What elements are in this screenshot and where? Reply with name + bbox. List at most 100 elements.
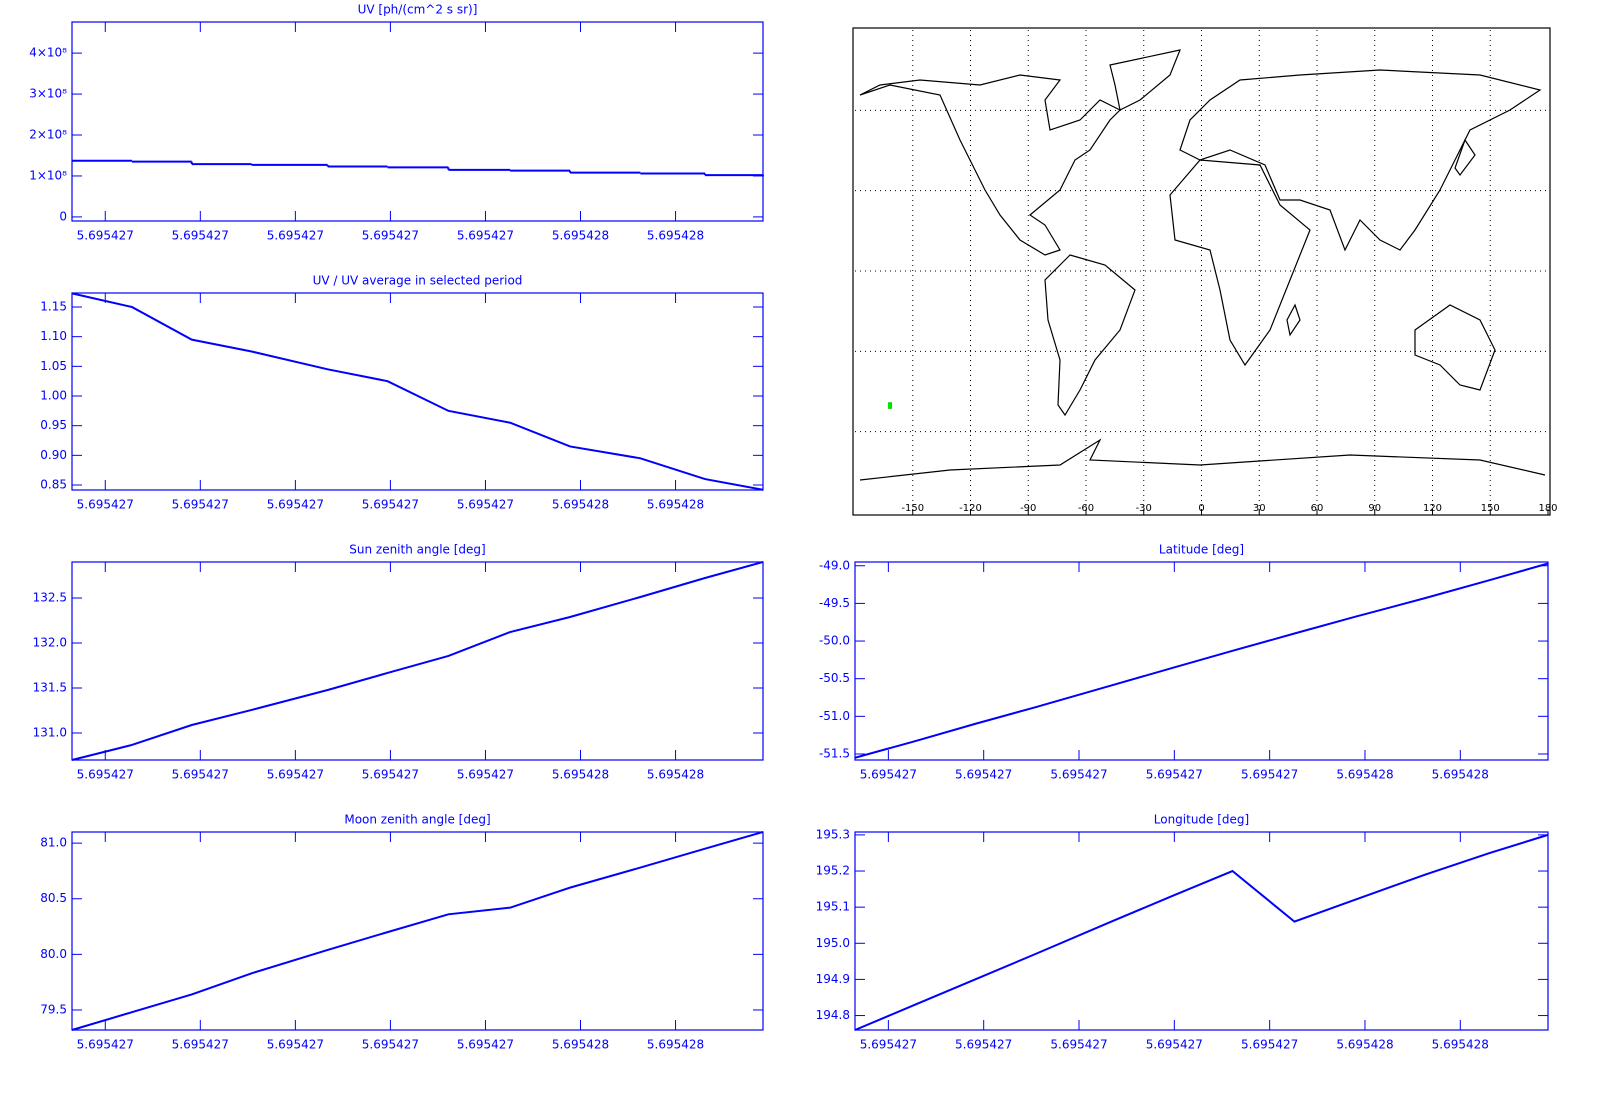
x-tick-label: 5.695427 (172, 229, 229, 243)
x-tick-label: 5.695428 (1336, 768, 1393, 782)
y-tick-label: 131.0 (33, 726, 67, 740)
y-tick-label: -49.0 (819, 558, 850, 572)
x-tick-label: -150 (901, 503, 924, 514)
x-tick-label: 150 (1481, 503, 1500, 514)
x-tick-label: 5.695428 (1336, 1038, 1393, 1052)
x-tick-label: 5.695427 (362, 498, 419, 512)
x-tick-label: 5.695427 (860, 768, 917, 782)
plot-frame (854, 831, 1549, 1031)
plot-frame (71, 831, 764, 1031)
x-tick-label: 5.695427 (362, 1038, 419, 1052)
chart-title: Moon zenith angle [deg] (344, 813, 490, 827)
x-tick-label: 5.695427 (457, 229, 514, 243)
y-tick-label: -49.5 (819, 596, 850, 610)
y-tick-label: 194.9 (816, 972, 850, 986)
x-tick-label: 5.695428 (647, 768, 704, 782)
y-tick-label: 0.85 (40, 478, 67, 492)
coast-japan (1454, 138, 1476, 177)
x-tick-label: 5.695427 (267, 229, 324, 243)
y-tick-label: 0.95 (40, 418, 67, 432)
x-tick-label: -60 (1078, 503, 1094, 514)
coastlines (859, 49, 1546, 481)
y-tick-label: 195.1 (816, 900, 850, 914)
x-tick-label: 5.695428 (1432, 1038, 1489, 1052)
x-tick-label: 5.695427 (955, 768, 1012, 782)
y-tick-label: 1.05 (40, 359, 67, 373)
coast-madagascar (1286, 303, 1301, 337)
x-tick-label: 5.695427 (1050, 768, 1107, 782)
y-tick-label: 131.5 (33, 681, 67, 695)
plot-frame (71, 561, 764, 761)
coast-australia (1414, 304, 1496, 391)
x-tick-label: 5.695427 (77, 1038, 134, 1052)
x-tick-label: 60 (1311, 503, 1324, 514)
data-line (854, 562, 1549, 759)
chart-title: Sun zenith angle [deg] (349, 543, 485, 557)
plot-frame (71, 21, 764, 222)
x-tick-label: 5.695427 (1146, 1038, 1203, 1052)
x-tick-label: 5.695428 (552, 1038, 609, 1052)
x-tick-label: 5.695428 (647, 498, 704, 512)
plot-frame (854, 561, 1549, 761)
data-line (71, 831, 764, 1031)
x-tick-label: -120 (959, 503, 982, 514)
y-tick-label: -51.5 (819, 746, 850, 760)
x-tick-label: -30 (1136, 503, 1152, 514)
coast-antarctica (859, 438, 1546, 481)
plot-frame (71, 292, 764, 491)
y-tick-label: 0.90 (40, 448, 67, 462)
data-line (71, 561, 764, 761)
x-tick-label: 5.695427 (172, 498, 229, 512)
y-tick-label: 1×10⁸ (29, 168, 67, 182)
x-tick-label: 5.695427 (77, 229, 134, 243)
y-tick-label: 195.2 (816, 864, 850, 878)
x-tick-label: 5.695427 (267, 1038, 324, 1052)
y-tick-label: 194.8 (816, 1008, 850, 1022)
x-tick-label: 5.695427 (1241, 1038, 1298, 1052)
x-tick-label: 5.695427 (1050, 1038, 1107, 1052)
x-tick-label: 5.695428 (647, 229, 704, 243)
y-tick-label: -50.0 (819, 634, 850, 648)
x-tick-label: 5.695427 (362, 229, 419, 243)
x-tick-label: 5.695427 (267, 768, 324, 782)
x-tick-label: 30 (1253, 503, 1266, 514)
y-tick-label: 3×10⁸ (29, 87, 67, 101)
y-tick-label: 0 (59, 209, 67, 223)
y-tick-label: -50.5 (819, 671, 850, 685)
y-tick-label: -51.0 (819, 709, 850, 723)
x-tick-label: 5.695428 (1432, 768, 1489, 782)
x-tick-label: 5.695427 (860, 1038, 917, 1052)
y-tick-label: 79.5 (40, 1002, 67, 1016)
coast-africa (1169, 159, 1311, 367)
y-tick-label: 4×10⁸ (29, 46, 67, 60)
x-tick-label: 5.695427 (1241, 768, 1298, 782)
y-tick-label: 1.00 (40, 389, 67, 403)
x-tick-label: 0 (1198, 503, 1204, 514)
chart-title: Latitude [deg] (1159, 543, 1244, 557)
y-tick-label: 1.15 (40, 300, 67, 314)
data-line (854, 833, 1549, 1031)
x-tick-label: 5.695427 (457, 768, 514, 782)
x-tick-label: 5.695427 (77, 498, 134, 512)
y-tick-label: 195.0 (816, 936, 850, 950)
y-tick-label: 1.10 (40, 329, 67, 343)
y-tick-label: 80.0 (40, 947, 67, 961)
y-tick-label: 2×10⁸ (29, 128, 67, 142)
x-tick-label: 5.695427 (267, 498, 324, 512)
x-tick-label: 5.695427 (172, 768, 229, 782)
x-tick-label: 180 (1538, 503, 1557, 514)
y-tick-label: 132.0 (33, 636, 67, 650)
x-tick-label: 5.695428 (552, 229, 609, 243)
x-tick-label: 5.695427 (1146, 768, 1203, 782)
chart-title: UV / UV average in selected period (313, 274, 523, 288)
coast-north-america (859, 74, 1122, 256)
chart-title: Longitude [deg] (1154, 813, 1249, 827)
coast-greenland (1109, 49, 1181, 111)
x-tick-label: 5.695427 (457, 498, 514, 512)
x-tick-label: 5.695427 (955, 1038, 1012, 1052)
coast-eurasia (1179, 69, 1542, 252)
x-tick-label: 5.695427 (172, 1038, 229, 1052)
chart-title: UV [ph/(cm^2 s sr)] (358, 3, 478, 17)
y-tick-label: 195.3 (816, 827, 850, 841)
